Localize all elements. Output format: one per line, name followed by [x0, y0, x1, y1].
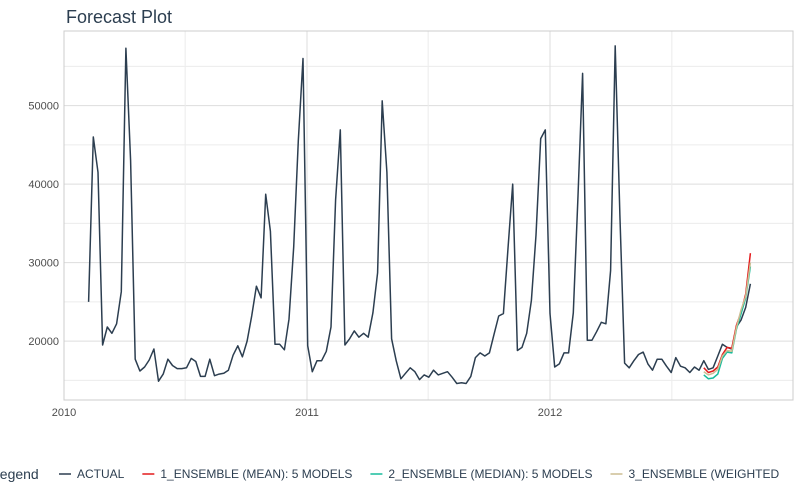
y-tick-label: 40000 — [28, 179, 59, 191]
grid — [63, 31, 793, 400]
legend: Legend ACTUAL 1_ENSEMBLE (MEAN): 5 MODELS 2… — [0, 466, 780, 482]
series-line-actual — [87, 45, 752, 385]
series-line-ensemble-2 — [703, 266, 752, 380]
x-tick-label: 2012 — [538, 407, 562, 419]
legend-entry-label: 2_ENSEMBLE (MEDIAN): 5 MODELS — [388, 467, 592, 481]
y-tick-label: 50000 — [28, 101, 59, 113]
legend-entry-label: ACTUAL — [77, 467, 125, 481]
x-axis: 2010 2011 2012 — [52, 407, 562, 419]
series-lines — [87, 45, 752, 385]
legend-entry-label: 3_ENSEMBLE (WEIGHTED — [628, 467, 779, 481]
legend-entry-label: 1_ENSEMBLE (MEAN): 5 MODELS — [160, 467, 352, 481]
plot-area-border — [63, 30, 794, 401]
x-tick-label: 2011 — [295, 407, 319, 419]
series-line-ensemble-3 — [703, 262, 752, 376]
x-tick-label: 2010 — [52, 407, 76, 419]
y-axis: 20000 30000 40000 50000 — [28, 101, 59, 349]
y-tick-label: 20000 — [28, 336, 59, 348]
legend-title: Legend — [0, 466, 39, 482]
chart-title: Forecast Plot — [66, 7, 172, 27]
y-tick-label: 30000 — [28, 258, 59, 270]
